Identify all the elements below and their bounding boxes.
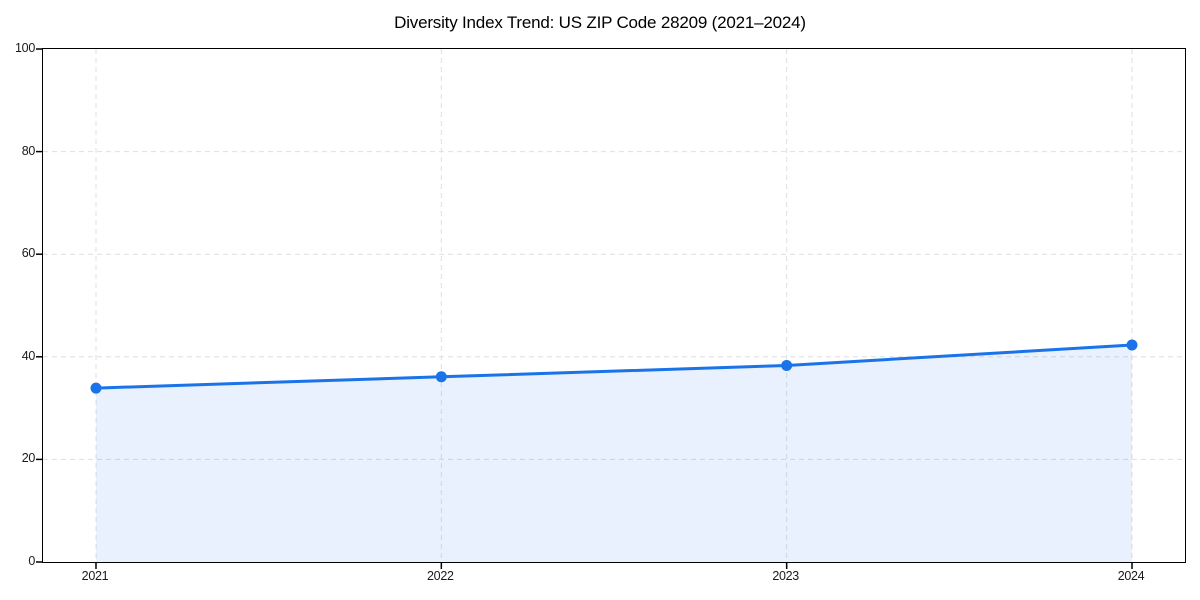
x-tick-label: 2023 [772,569,799,583]
x-tick-label: 2024 [1117,569,1145,583]
chart-svg [36,48,1185,569]
area-fill [96,345,1132,562]
data-point [90,382,102,394]
axis-tick-marks [36,48,1133,569]
y-tick-label: 0 [28,554,35,568]
y-tick-label: 100 [15,41,35,55]
y-tick-label: 20 [21,451,36,466]
data-point [781,360,793,372]
plot-area [36,48,1186,569]
trend-line [94,343,1134,390]
y-tick-label: 40 [21,348,36,363]
data-point-markers [90,339,1138,394]
y-tick-label: 60 [21,246,36,261]
y-tick-label: 80 [21,143,36,158]
data-point [435,371,447,383]
x-tick-label: 2022 [427,569,454,583]
chart-title: Diversity Index Trend: US ZIP Code 28209… [394,13,806,32]
x-tick-label: 2021 [81,569,109,583]
gridlines [43,49,1185,562]
data-point [1126,339,1138,351]
